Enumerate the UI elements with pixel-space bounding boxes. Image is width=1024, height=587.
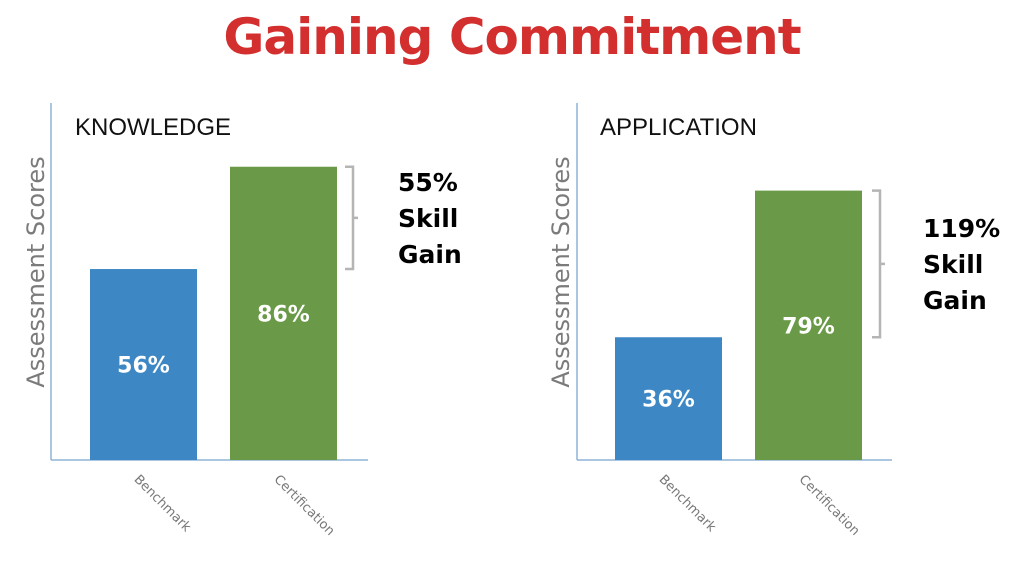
knowledge-chart: KNOWLEDGE Assessment Scores 56% 86% Benc… (22, 103, 462, 539)
skill-gain-line-2: Skill (923, 250, 983, 279)
skill-gain-line-2: Skill (398, 204, 458, 233)
application-chart: APPLICATION Assessment Scores 36% 79% Be… (547, 103, 1000, 539)
x-tick-label-certification: Certification (796, 472, 863, 539)
skill-gain-bracket (345, 165, 358, 271)
page-title: Gaining Commitment (223, 8, 801, 66)
bar-benchmark (615, 337, 722, 460)
x-tick-label-benchmark: Benchmark (656, 472, 719, 535)
skill-gain-line-1: 119% (923, 214, 1000, 243)
bar-certification (230, 166, 337, 461)
y-axis-label: Assessment Scores (22, 156, 50, 387)
skill-gain-line-1: 55% (398, 168, 458, 197)
chart-title: APPLICATION (600, 114, 757, 141)
bar-benchmark (90, 269, 197, 460)
skill-gain-line-3: Gain (923, 286, 987, 315)
bar-value-label-certification: 86% (257, 302, 310, 327)
chart-title: KNOWLEDGE (75, 114, 231, 141)
x-tick-label-benchmark: Benchmark (131, 472, 194, 535)
skill-gain-bracket (872, 189, 885, 339)
bar-certification (755, 190, 862, 461)
bar-value-label-benchmark: 36% (642, 388, 695, 413)
y-axis-label: Assessment Scores (547, 156, 575, 387)
x-tick-label-certification: Certification (271, 472, 338, 539)
skill-gain-line-3: Gain (398, 240, 462, 269)
bar-value-label-certification: 79% (782, 314, 835, 339)
bar-value-label-benchmark: 56% (117, 354, 170, 379)
